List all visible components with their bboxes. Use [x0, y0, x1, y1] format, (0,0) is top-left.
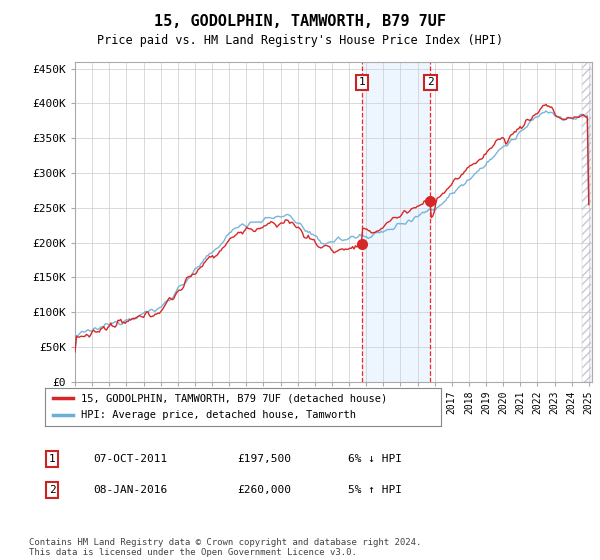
Text: 1: 1 [49, 454, 56, 464]
Text: 15, GODOLPHIN, TAMWORTH, B79 7UF (detached house): 15, GODOLPHIN, TAMWORTH, B79 7UF (detach… [80, 393, 387, 403]
Text: 5% ↑ HPI: 5% ↑ HPI [348, 485, 402, 495]
Text: 15, GODOLPHIN, TAMWORTH, B79 7UF: 15, GODOLPHIN, TAMWORTH, B79 7UF [154, 14, 446, 29]
Text: £197,500: £197,500 [237, 454, 291, 464]
Text: Contains HM Land Registry data © Crown copyright and database right 2024.
This d: Contains HM Land Registry data © Crown c… [29, 538, 421, 557]
Text: 2: 2 [427, 77, 434, 87]
Text: HPI: Average price, detached house, Tamworth: HPI: Average price, detached house, Tamw… [80, 410, 356, 420]
Bar [582, 62, 592, 382]
Text: 08-JAN-2016: 08-JAN-2016 [93, 485, 167, 495]
Text: £260,000: £260,000 [237, 485, 291, 495]
Text: 2: 2 [49, 485, 56, 495]
Text: 1: 1 [358, 77, 365, 87]
Text: Price paid vs. HM Land Registry's House Price Index (HPI): Price paid vs. HM Land Registry's House … [97, 34, 503, 46]
Text: 07-OCT-2011: 07-OCT-2011 [93, 454, 167, 464]
Bar [582, 62, 592, 382]
Bar [362, 62, 430, 382]
Text: 6% ↓ HPI: 6% ↓ HPI [348, 454, 402, 464]
